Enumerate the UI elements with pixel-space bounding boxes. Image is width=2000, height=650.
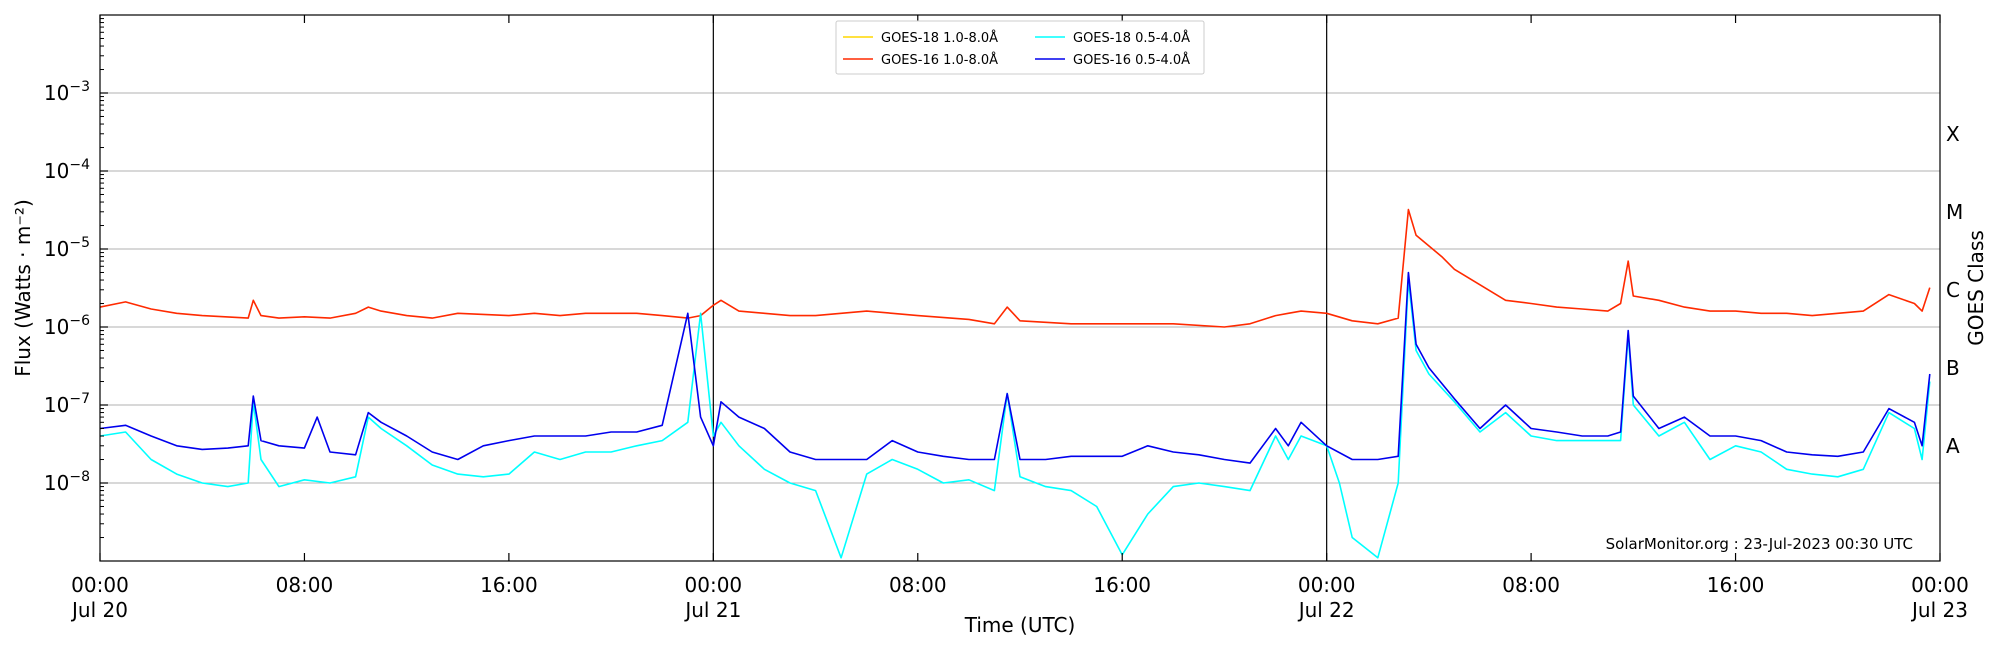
series-layer bbox=[100, 208, 1931, 559]
y-tick-label-5: 10−3 bbox=[44, 79, 90, 105]
y-tick-label-4: 10−4 bbox=[44, 157, 90, 183]
legend-label-goes18-short: GOES-18 0.5-4.0Å bbox=[1073, 30, 1190, 46]
x-tick-label-4: 08:00 bbox=[889, 573, 947, 597]
goes-class-label-x: X bbox=[1946, 122, 1960, 146]
x-tick-label-2: 16:00 bbox=[480, 573, 538, 597]
credit-text: SolarMonitor.org : 23-Jul-2023 00:30 UTC bbox=[1606, 535, 1913, 553]
legend: GOES-18 1.0-8.0Å GOES-16 1.0-8.0Å GOES-1… bbox=[835, 20, 1205, 75]
x-tick-label-8: 16:00 bbox=[1707, 573, 1765, 597]
legend-label-goes18-long: GOES-18 1.0-8.0Å bbox=[881, 30, 998, 46]
x-tick-label-1: 08:00 bbox=[276, 573, 334, 597]
right-axis-title: GOES Class bbox=[1964, 230, 1988, 346]
x-tick-label-6: 00:00 bbox=[1298, 573, 1356, 597]
goes-class-label-m: M bbox=[1946, 200, 1963, 224]
day-boundary-lines bbox=[712, 15, 1328, 561]
y-tick-label-3: 10−5 bbox=[44, 235, 90, 261]
y-tick-label-0: 10−8 bbox=[44, 469, 90, 495]
x-tick-label-9: 00:00 bbox=[1911, 573, 1969, 597]
y-axis-title: Flux (Watts · m⁻²) bbox=[11, 199, 35, 377]
x-axis-title: Time (UTC) bbox=[964, 613, 1076, 637]
y-tick-label-2: 10−6 bbox=[44, 313, 90, 339]
legend-box bbox=[835, 20, 1205, 75]
x-tick-date-9: Jul 23 bbox=[1910, 598, 1968, 622]
x-tick-date-3: Jul 21 bbox=[683, 598, 741, 622]
x-tick-label-3: 00:00 bbox=[685, 573, 743, 597]
plot-background bbox=[100, 15, 1940, 561]
goes-class-labels: A B C M X bbox=[1946, 122, 1963, 458]
legend-label-goes16-short: GOES-16 0.5-4.0Å bbox=[1073, 52, 1190, 68]
x-tick-label-5: 16:00 bbox=[1093, 573, 1151, 597]
x-tick-label-7: 08:00 bbox=[1502, 573, 1560, 597]
plot-frame bbox=[99, 14, 1941, 562]
x-tick-date-0: Jul 20 bbox=[70, 598, 128, 622]
series-line-3 bbox=[100, 271, 1931, 464]
y-tick-label-1: 10−7 bbox=[44, 391, 90, 417]
legend-label-goes16-long: GOES-16 1.0-8.0Å bbox=[881, 52, 998, 68]
goes-class-label-a: A bbox=[1946, 434, 1960, 458]
x-tick-date-6: Jul 22 bbox=[1297, 598, 1355, 622]
y-axis-ticks: 10−8 10−7 10−6 10−5 10−4 10−3 bbox=[44, 18, 108, 539]
goes-class-label-c: C bbox=[1946, 278, 1960, 302]
series-line-1 bbox=[100, 208, 1931, 328]
horizontal-gridlines bbox=[100, 92, 1940, 484]
x-tick-label-0: 00:00 bbox=[71, 573, 129, 597]
goes-class-label-b: B bbox=[1946, 356, 1960, 380]
